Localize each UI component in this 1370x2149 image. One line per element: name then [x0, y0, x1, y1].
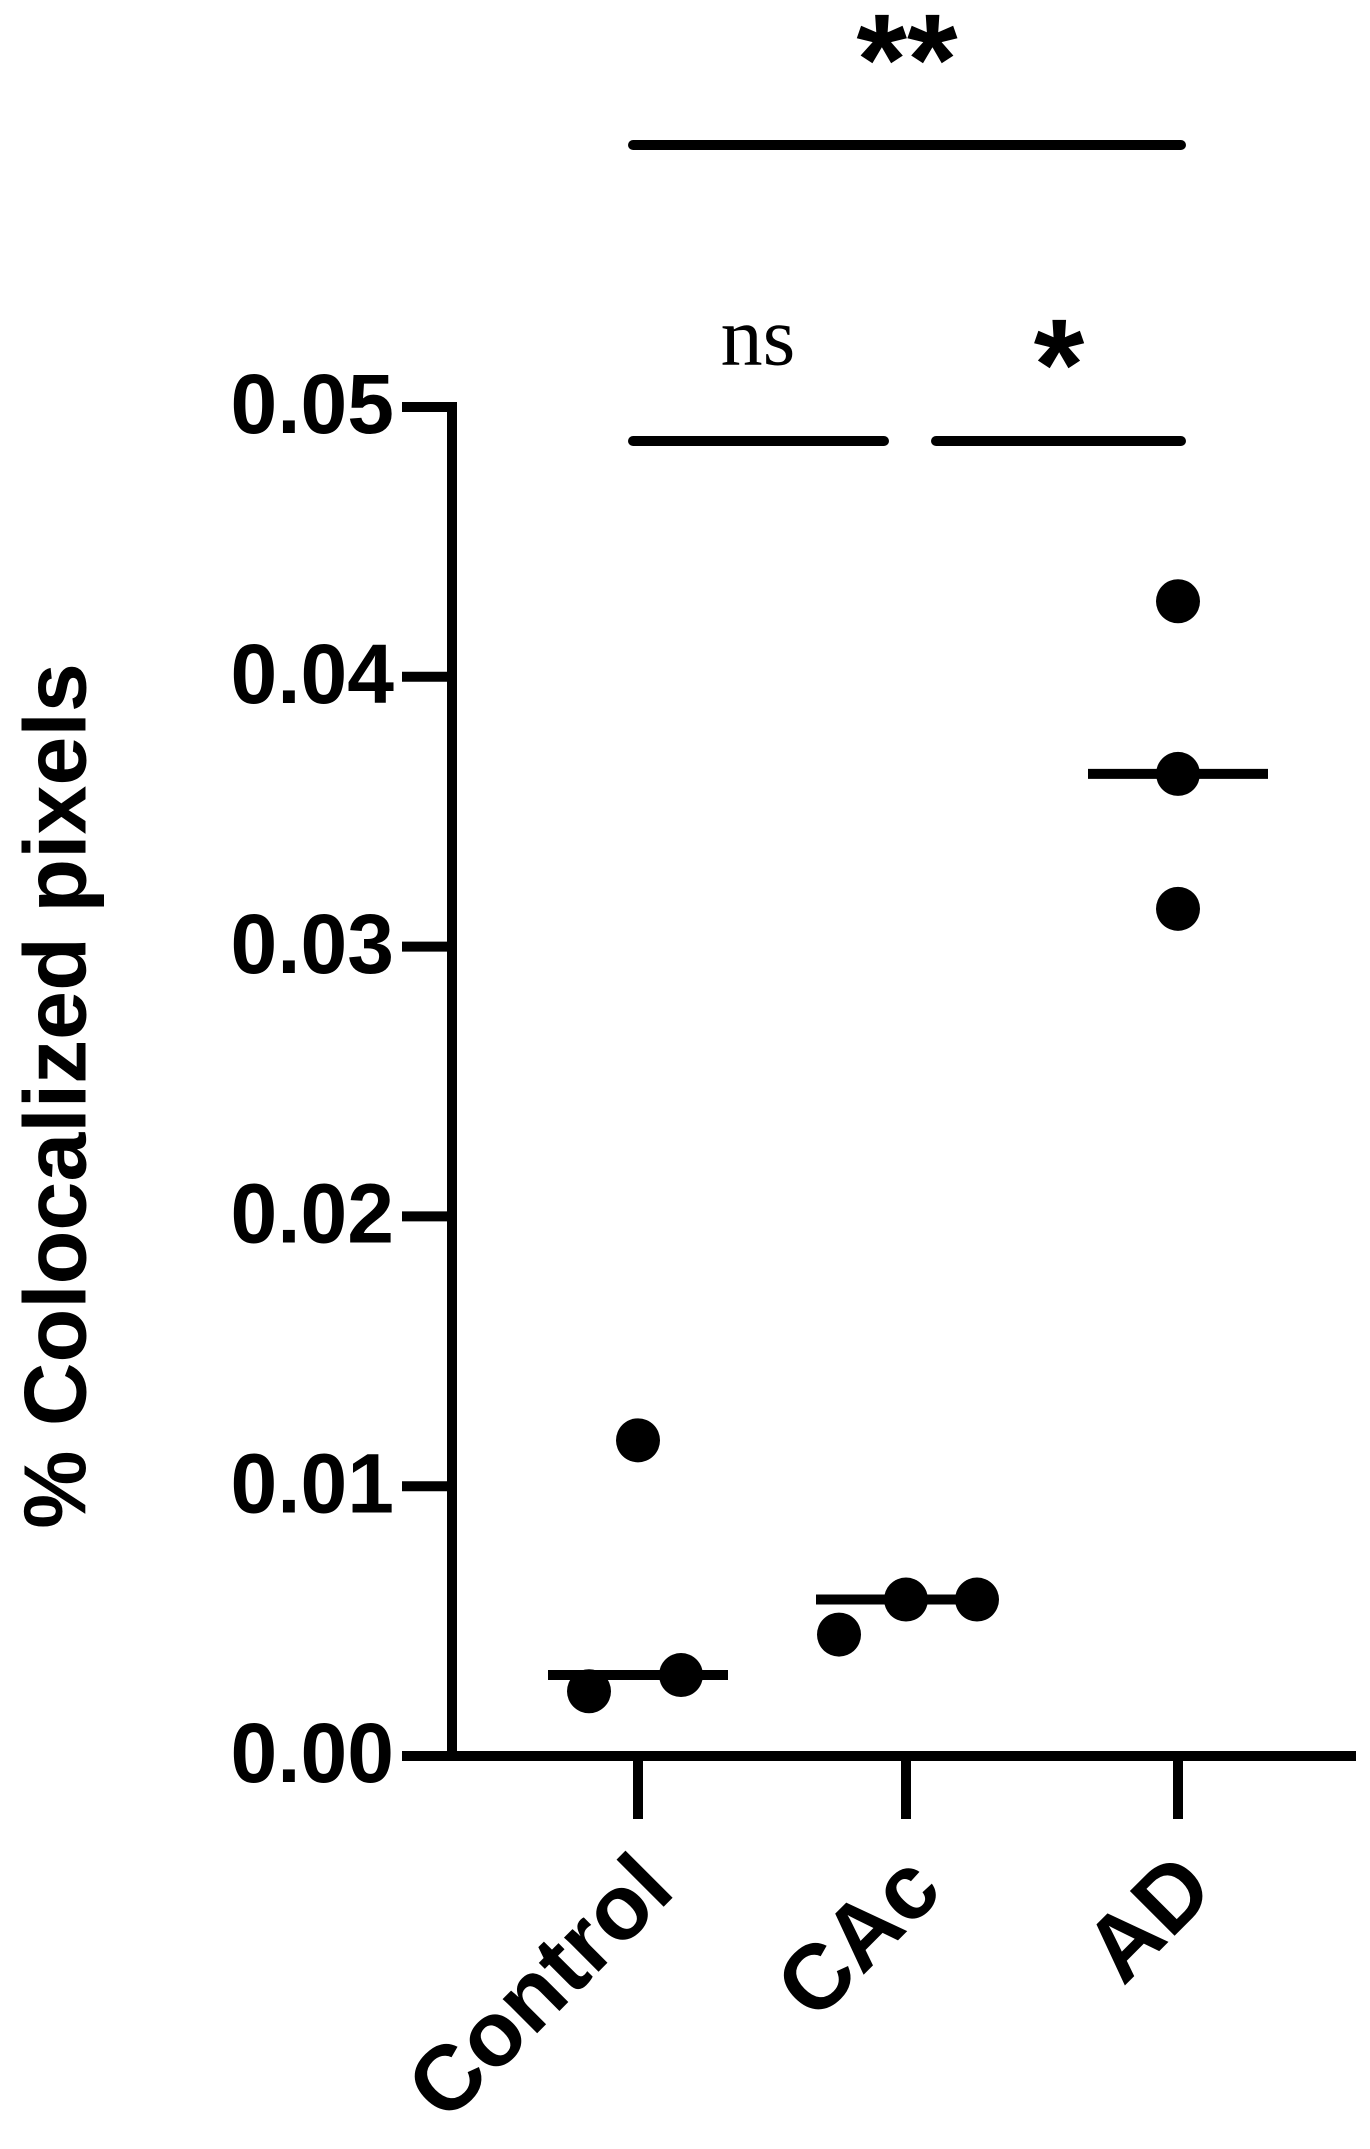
- data-point: [659, 1653, 703, 1698]
- y-axis-title: % Colocalized pixels: [5, 663, 104, 1529]
- x-tick-label: AD: [1065, 1835, 1231, 2001]
- data-point: [817, 1612, 861, 1657]
- data-point: [616, 1418, 660, 1463]
- y-tick-label: 0.01: [231, 1436, 395, 1530]
- significance-label: **: [856, 0, 958, 132]
- y-tick-label: 0.05: [231, 357, 395, 451]
- data-point: [884, 1577, 928, 1622]
- data-point: [1156, 886, 1200, 931]
- data-point: [955, 1577, 999, 1622]
- y-tick-label: 0.02: [231, 1167, 395, 1261]
- data-point: [1156, 751, 1200, 796]
- data-point: [567, 1669, 611, 1714]
- y-tick-label: 0.04: [231, 627, 395, 721]
- significance-label: ns: [721, 290, 796, 383]
- data-point: [1156, 579, 1200, 624]
- y-tick-label: 0.03: [231, 897, 395, 991]
- x-tick-label: Control: [388, 1835, 691, 2138]
- x-tick-label: CAc: [757, 1835, 959, 2037]
- y-tick-label: 0.00: [231, 1706, 395, 1800]
- significance-label: *: [1034, 291, 1085, 437]
